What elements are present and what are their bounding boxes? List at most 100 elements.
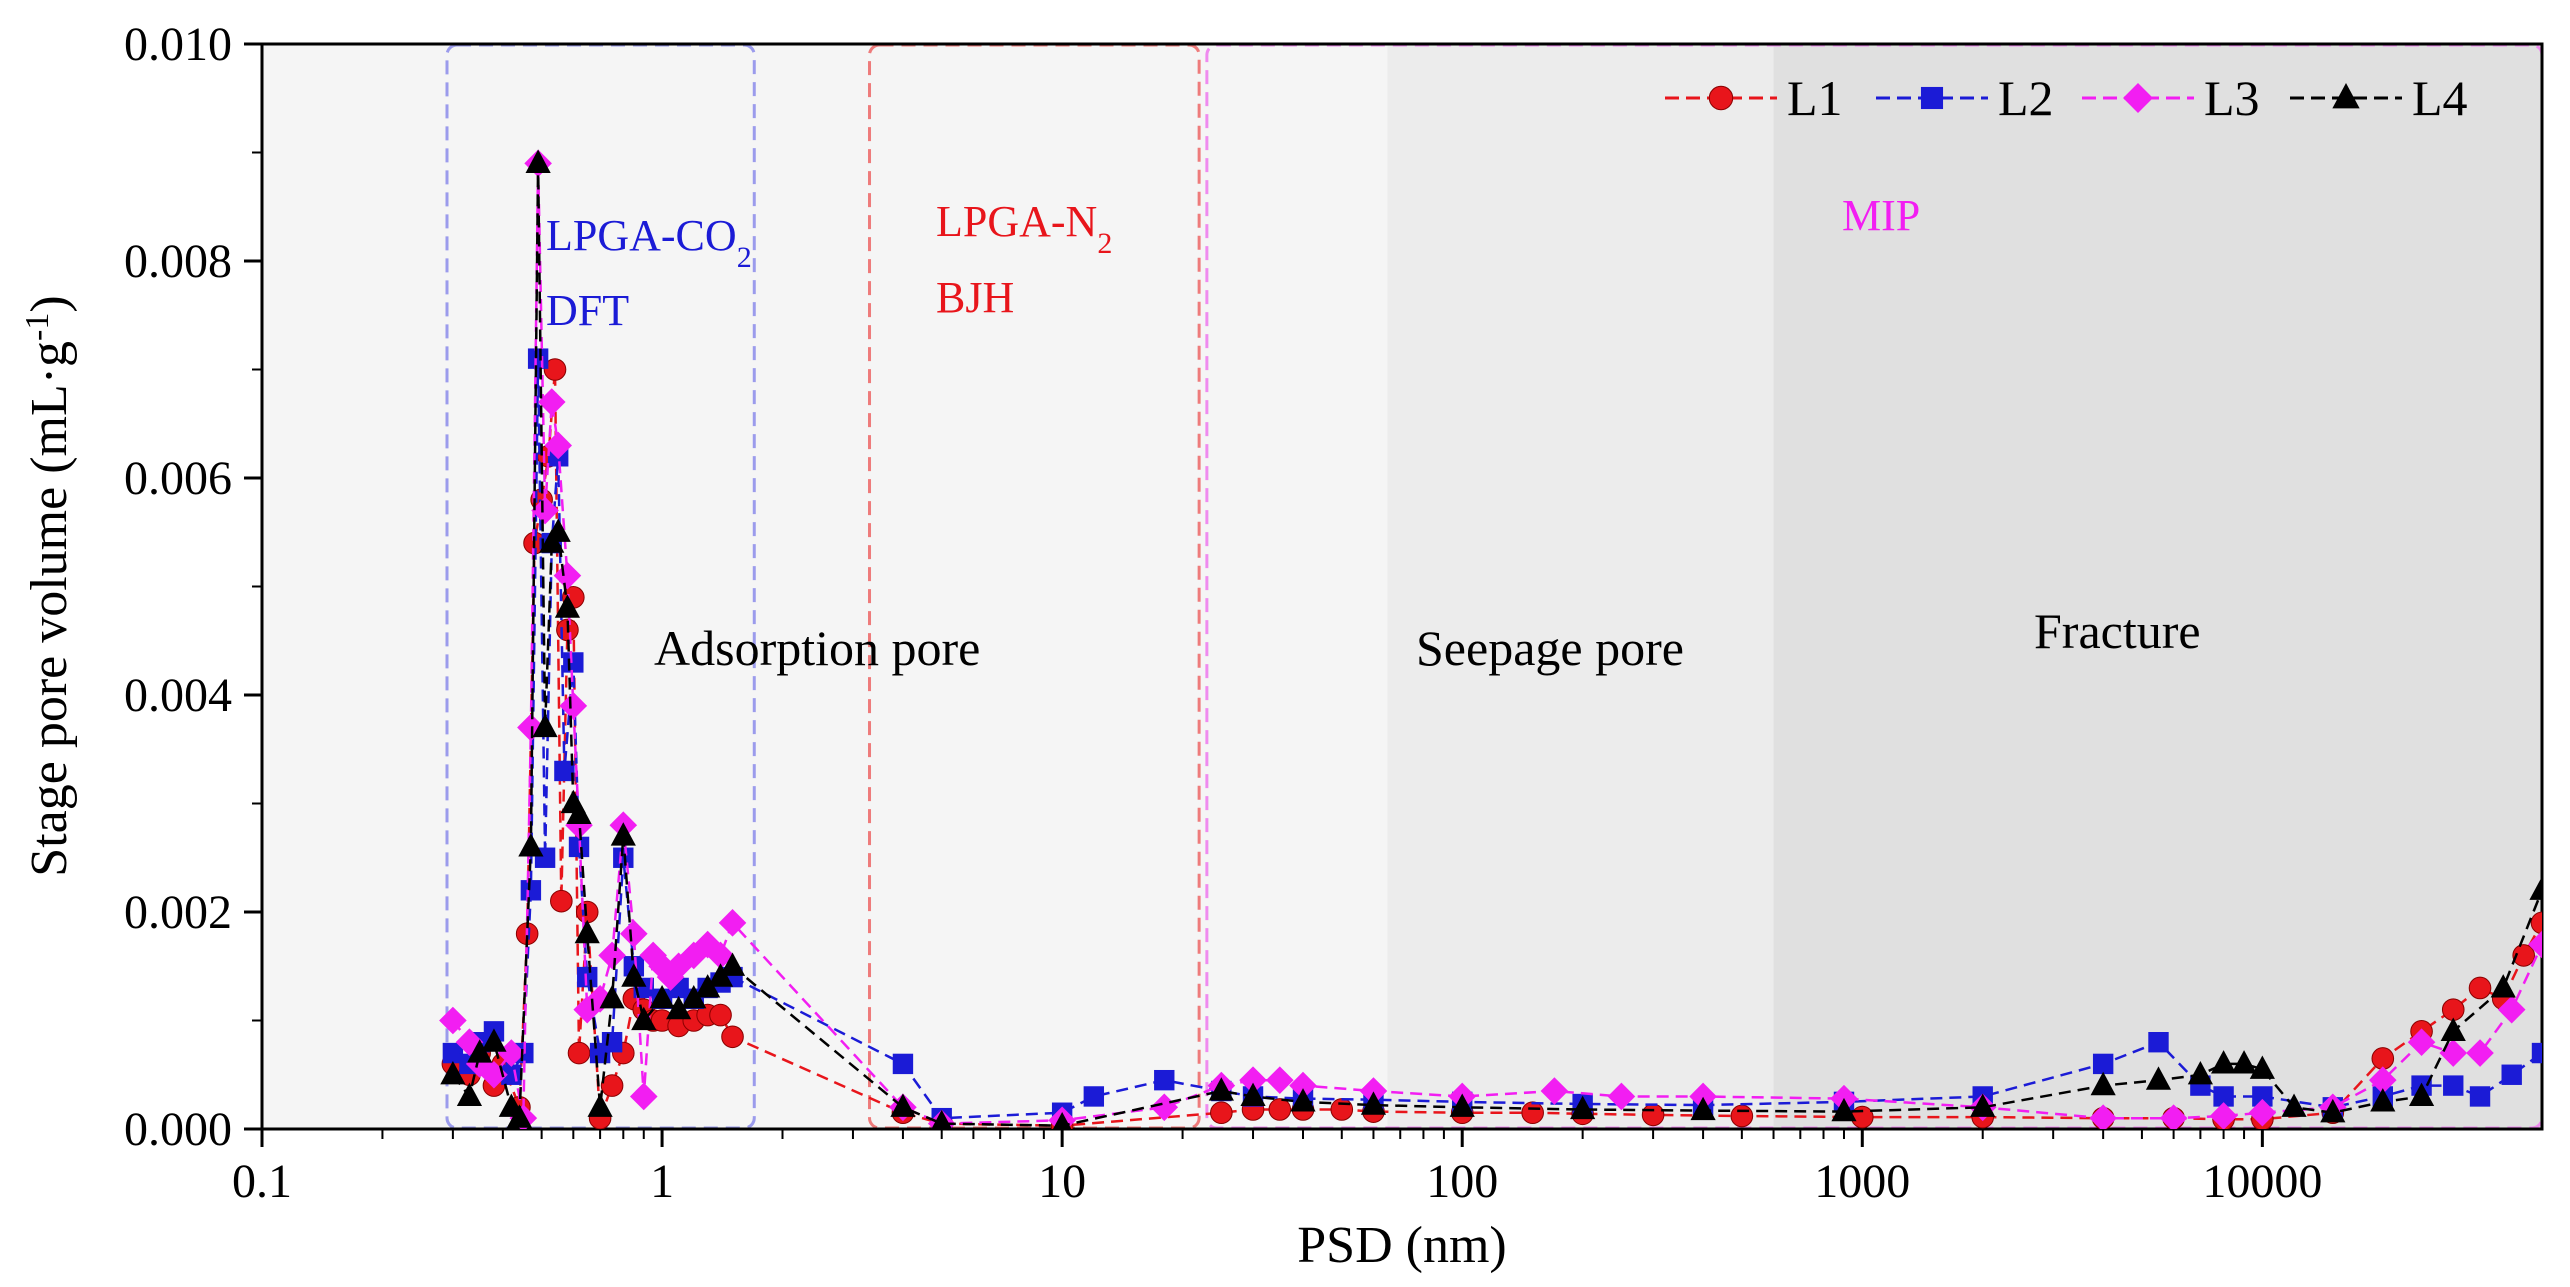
data-point-L2 <box>613 847 634 868</box>
y-tick-label: 0.010 <box>124 18 232 71</box>
data-point-L1 <box>2371 1047 2395 1070</box>
data-point-L4 <box>525 149 551 173</box>
data-point-L4 <box>666 995 692 1020</box>
data-point-L2 <box>577 966 598 988</box>
data-point-L4 <box>1690 1096 1716 1121</box>
mip-label: MIP <box>1842 191 1920 240</box>
data-point-L3 <box>2497 995 2526 1024</box>
data-point-L4 <box>695 974 721 998</box>
data-point-L2 <box>2531 1042 2542 1064</box>
x-tick-label: 1 <box>650 1155 674 1208</box>
pore-regions <box>262 44 2542 1129</box>
region-fracture <box>1773 44 2542 1129</box>
data-point-L3 <box>544 431 572 460</box>
data-point-L1 <box>2512 944 2535 967</box>
data-point-L3 <box>2248 1098 2277 1127</box>
data-point-L3 <box>629 1082 658 1111</box>
data-point-L4 <box>1570 1095 1596 1120</box>
data-point-L4 <box>2370 1088 2396 1112</box>
x-tick-label: 10000 <box>2202 1155 2322 1208</box>
series-L4 <box>440 149 2542 1129</box>
data-point-L4 <box>566 800 592 824</box>
data-point-L4 <box>2187 1060 2213 1085</box>
data-point-L4 <box>518 833 544 857</box>
data-point-L1 <box>1730 1104 1754 1128</box>
data-point-L2 <box>1083 1086 1105 1107</box>
y-tick-label: 0.004 <box>124 669 232 722</box>
data-point-L3 <box>2159 1104 2188 1129</box>
data-point-L4 <box>2408 1082 2435 1107</box>
legend-label-L3: L3 <box>2204 70 2260 126</box>
data-point-L3 <box>559 692 588 720</box>
data-point-L3 <box>2407 1028 2436 1056</box>
legend-item-L2: L2 <box>1876 70 2054 126</box>
co2-model-label: DFT <box>546 286 629 335</box>
data-point-L3 <box>553 561 582 590</box>
legend: L1 L2 L3 L4 <box>1665 70 2468 126</box>
data-point-L1 <box>1268 1098 1292 1121</box>
data-point-L4 <box>631 1006 657 1031</box>
data-point-L3 <box>1359 1077 1388 1105</box>
legend-marker-L3 <box>2123 83 2153 113</box>
data-point-L4 <box>2145 1066 2172 1090</box>
y-tick-label: 0.006 <box>124 452 232 505</box>
legend-item-L1: L1 <box>1665 70 1843 126</box>
data-point-L4 <box>554 594 581 618</box>
data-point-L4 <box>481 1028 507 1052</box>
legend-label-L1: L1 <box>1787 70 1843 126</box>
data-point-L1 <box>543 358 567 381</box>
data-point-L2 <box>520 880 542 901</box>
adsorption-pore-label: Adsorption pore <box>654 620 980 676</box>
data-point-L4 <box>2490 974 2516 998</box>
data-point-L2 <box>2469 1086 2491 1107</box>
legend-item-L4: L4 <box>2290 70 2468 126</box>
region-seepage <box>1387 44 1774 1129</box>
data-point-L4 <box>931 1109 953 1129</box>
data-point-L3 <box>1150 1093 1179 1122</box>
x-tick-label: 10 <box>1038 1155 1086 1208</box>
data-point-L1 <box>2441 998 2465 1021</box>
data-point-L3 <box>620 919 648 948</box>
axes: 0.1 1 10 100 1000 10000 0.000 0.002 0.004 0.006 0.… <box>124 18 2544 1208</box>
x-tick-label: 1000 <box>1814 1155 1910 1208</box>
data-point-L2 <box>527 348 549 369</box>
data-point-L3 <box>1239 1066 1267 1094</box>
data-point-L4 <box>1240 1082 1266 1107</box>
data-point-L3 <box>455 1028 484 1056</box>
data-point-L3 <box>1266 1066 1294 1094</box>
data-point-L1 <box>1330 1098 1354 1121</box>
data-point-L3 <box>2466 1039 2494 1067</box>
data-point-L1 <box>1521 1101 1544 1125</box>
data-point-L4 <box>1052 1111 1072 1129</box>
data-point-L4 <box>1360 1091 1387 1115</box>
data-point-L3 <box>2089 1104 2117 1129</box>
data-point-L1 <box>2530 911 2542 935</box>
data-point-L3 <box>2528 930 2542 959</box>
data-point-L4 <box>649 985 675 1009</box>
data-point-L4 <box>621 963 647 987</box>
data-point-L4 <box>456 1082 483 1107</box>
data-point-L4 <box>532 713 558 738</box>
data-point-L1 <box>575 900 599 924</box>
data-point-L2 <box>2252 1086 2273 1107</box>
seepage-pore-label: Seepage pore <box>1416 620 1684 676</box>
data-point-L4 <box>1208 1077 1234 1101</box>
data-point-L2 <box>442 1042 464 1064</box>
x-tick-label: 100 <box>1426 1155 1498 1208</box>
data-point-L3 <box>1607 1082 1636 1111</box>
legend-marker-L4 <box>2332 83 2360 109</box>
legend-marker-L2 <box>1920 86 1944 110</box>
n2-method-label: LPGA-N2 <box>936 197 1112 260</box>
data-point-L4 <box>681 985 707 1009</box>
data-point-L4 <box>1970 1093 1996 1117</box>
legend-label-L2: L2 <box>1998 70 2054 126</box>
data-point-L3 <box>1289 1071 1317 1100</box>
data-point-L4 <box>467 1039 493 1063</box>
data-point-L2 <box>2148 1032 2169 1053</box>
data-point-L3 <box>439 1006 467 1035</box>
legend-marker-L1 <box>1708 85 1734 111</box>
data-point-L2 <box>554 760 575 782</box>
data-point-L1 <box>709 1003 732 1027</box>
data-point-L4 <box>2249 1055 2275 1079</box>
y-tick-label: 0.000 <box>124 1103 232 1156</box>
